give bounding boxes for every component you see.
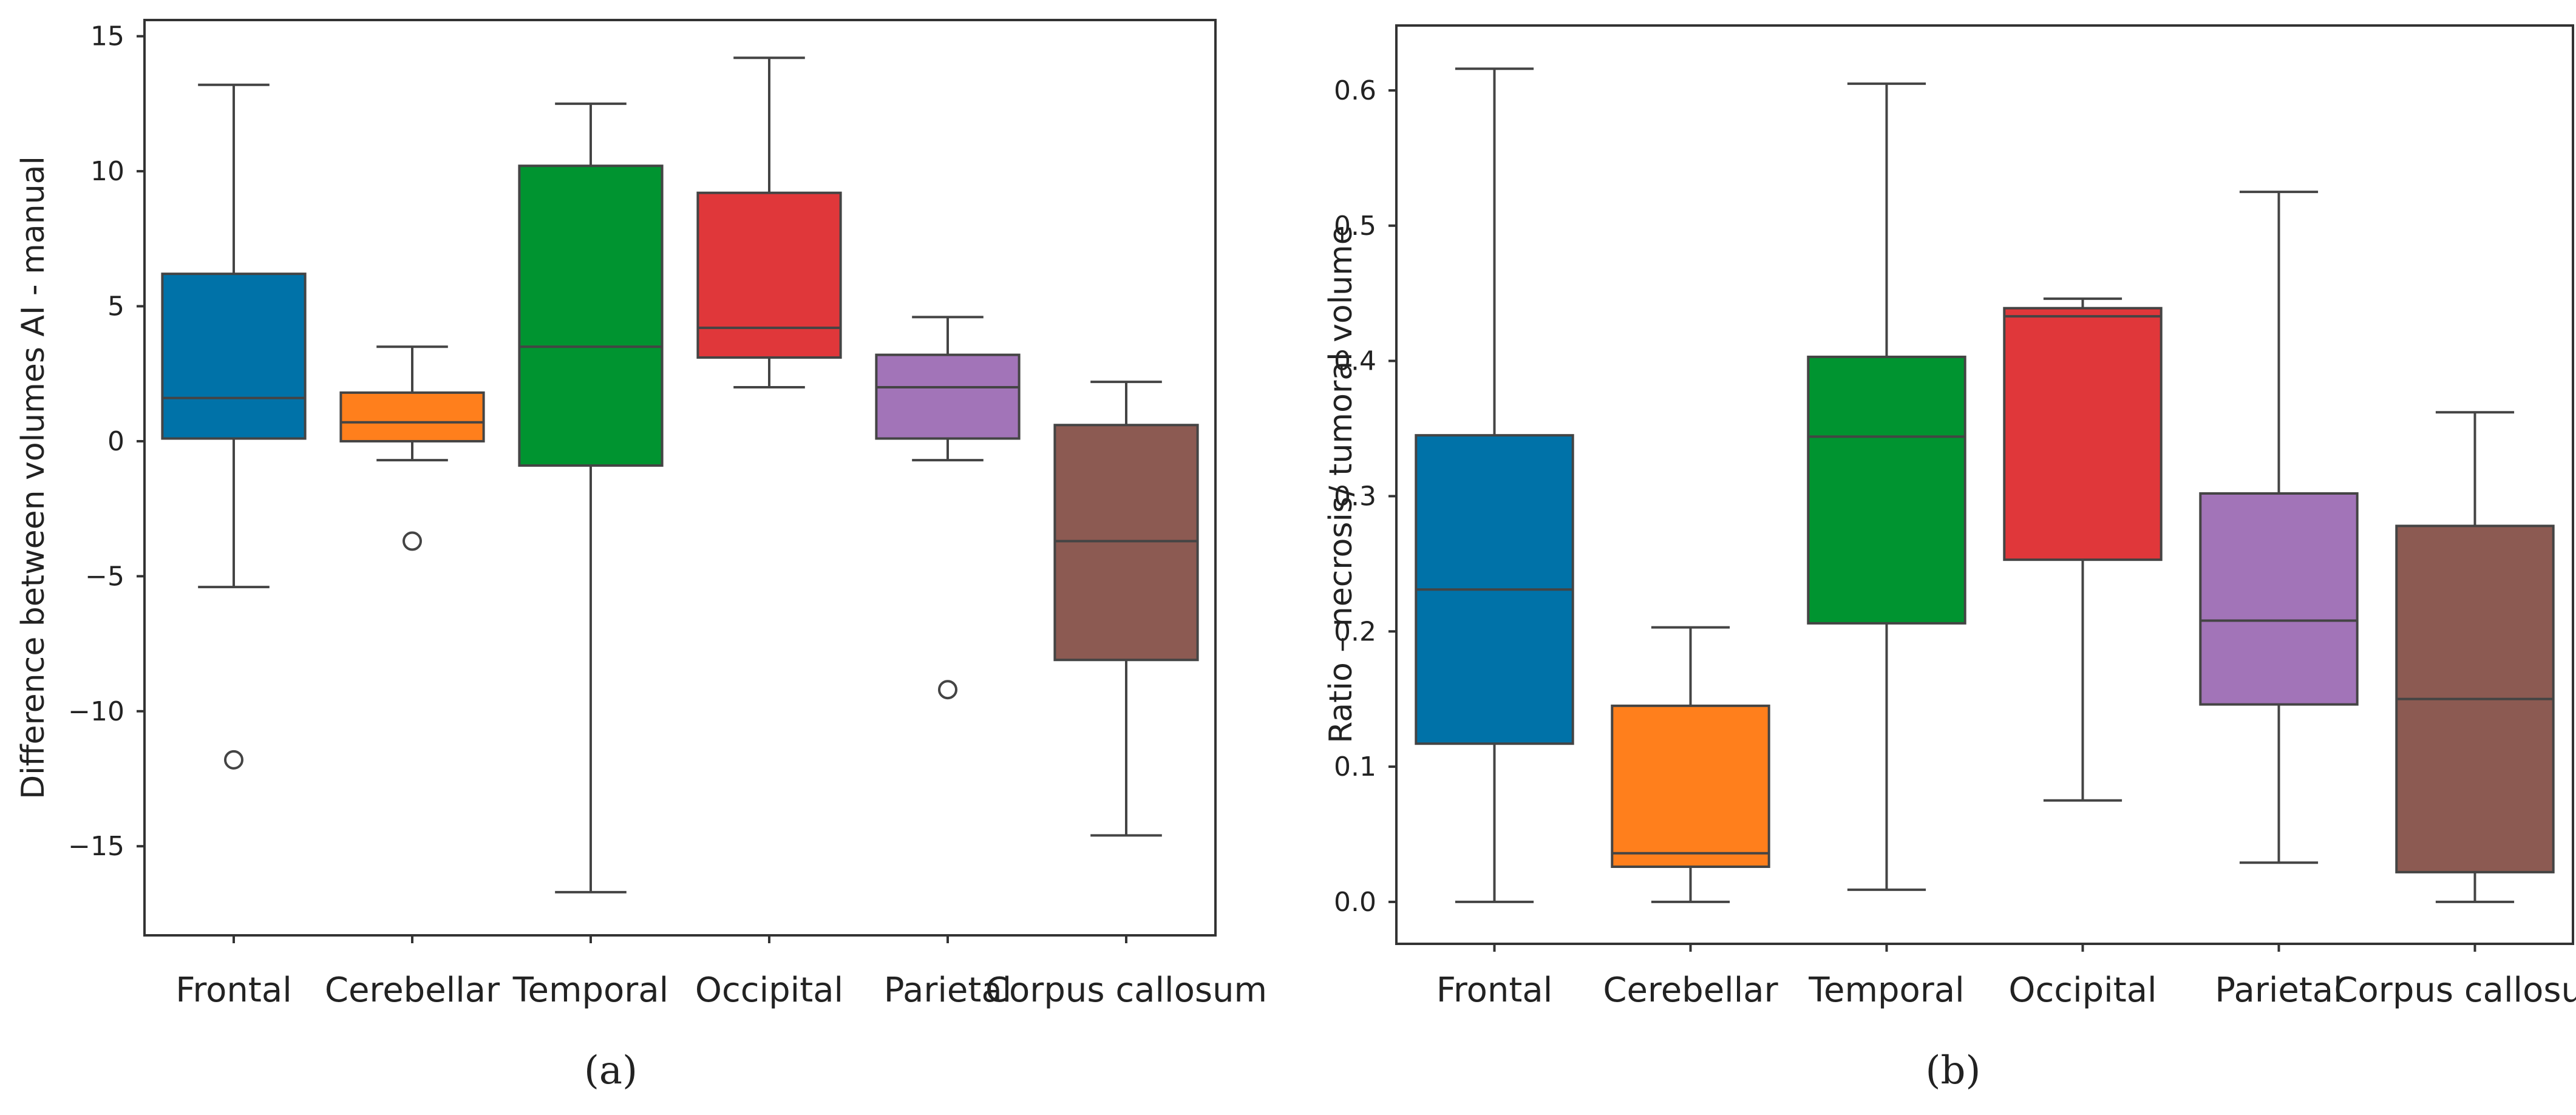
chart-b-panel-label: (b) [1926,1048,1981,1093]
chart-b-marks [1415,67,2555,903]
box-parietal [875,316,1021,700]
box-body [518,164,664,467]
chart-b-y-ticks: 0.0 0.1 0.2 0.3 0.4 0.5 0.6 [1334,75,1396,918]
box-corpus-callosum [2395,411,2555,903]
chart-a-x-tick-label: Frontal [175,971,292,1010]
chart-b-x-tick-label: Parietal [2215,971,2342,1010]
chart-b-x-tick-label: Occipital [2008,971,2156,1010]
chart-a-y-tick-label: 0 [107,426,124,457]
chart-b-y-tick-label: 0.1 [1334,751,1376,782]
chart-a-x-tick-label: Temporal [512,971,668,1010]
chart-a-y-tick-label: −5 [85,561,124,592]
chart-panel-a: −15 −10 −5 0 5 10 15 Frontal Cerebellar Temporal… [15,19,1267,1093]
chart-b-x-tick-label: Frontal [1436,971,1553,1010]
chart-b-x-ticks: Frontal Cerebellar Temporal Occipital Pariet… [1436,944,2576,1010]
chart-a-y-tick-label: 5 [107,291,124,322]
chart-panel-b: 0.0 0.1 0.2 0.3 0.4 0.5 0.6 Frontal Cerebellar T… [1323,24,2576,1093]
chart-a-marks [161,56,1199,893]
outlier-point [224,750,243,770]
box-corpus-callosum [1053,381,1199,837]
chart-a-y-tick-label: 10 [90,156,124,187]
chart-a-y-ticks: −15 −10 −5 0 5 10 15 [68,21,144,862]
chart-a-y-tick-label: 15 [90,21,124,52]
box-body [875,353,1021,440]
chart-b-x-tick-label: Temporal [1808,971,1964,1010]
chart-b-x-tick-label: Cerebellar [1603,971,1778,1010]
box-body [1807,355,1966,625]
box-cerebellar [1611,626,1770,903]
chart-a-x-tick-label: Corpus callosum [985,971,1267,1010]
chart-a-x-ticks: Frontal Cerebellar Temporal Occipital Pariet… [175,935,1267,1010]
chart-b-y-tick-label: 0.5 [1334,211,1376,242]
chart-a-x-tick-label: Cerebellar [325,971,500,1010]
chart-b-y-tick-label: 0.3 [1334,481,1376,512]
chart-b-y-tick-label: 0.2 [1334,616,1376,647]
outlier-point [938,680,957,700]
box-body [339,391,485,442]
chart-b-y-axis-title: Ratio – necrosis/ tumoral volume [1323,225,1359,744]
chart-a-y-tick-label: −10 [68,696,124,727]
box-parietal [2199,191,2359,864]
box-body [161,273,307,440]
box-temporal [1807,82,1966,891]
box-body [1053,424,1199,662]
box-body [1611,704,1770,868]
chart-a-y-tick-label: −15 [68,831,124,862]
box-temporal [518,102,664,893]
chart-a-plot-frame [143,19,1217,937]
chart-b-y-tick-label: 0.6 [1334,75,1376,106]
outlier-point [403,531,422,551]
chart-a-panel-label: (a) [584,1048,637,1093]
box-body [696,191,842,359]
box-body [2199,492,2359,706]
chart-b-plot-frame [1395,24,2574,945]
chart-a-x-tick-label: Parietal [884,971,1011,1010]
box-frontal [1415,67,1574,903]
chart-b-y-tick-label: 0.0 [1334,887,1376,918]
chart-b-x-tick-label: Corpus callosum [2334,971,2576,1010]
chart-b-y-tick-label: 0.4 [1334,346,1376,377]
box-cerebellar [339,345,485,551]
box-frontal [161,83,307,770]
chart-a-y-axis-title: Difference between volumes AI - manual [15,156,52,799]
box-occipital [696,56,842,388]
box-occipital [2003,297,2163,802]
box-body [2003,307,2163,561]
chart-a-x-tick-label: Occipital [695,971,843,1010]
